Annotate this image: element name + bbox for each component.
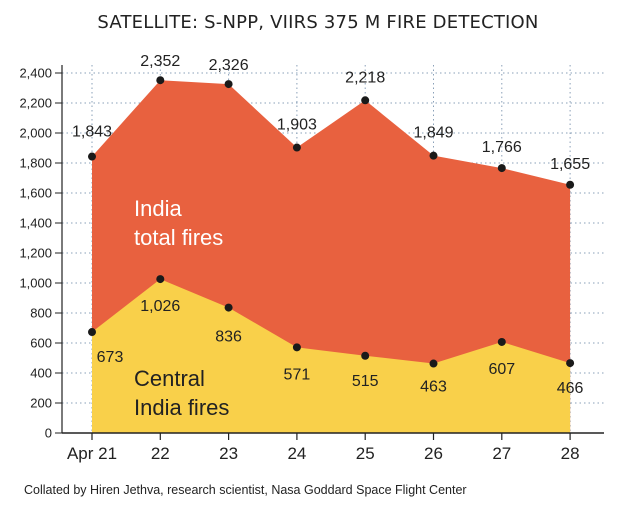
total-value-label: 2,218 — [345, 69, 385, 86]
x-tick-label: 26 — [424, 444, 443, 463]
x-tick-label: Apr 21 — [67, 444, 117, 463]
area-series — [92, 80, 571, 433]
data-labels: 1,843 2,352 2,326 1,903 2,218 1,849 1,766 1,655… — [72, 53, 590, 397]
chart-title: SATELLITE: S-NPP, VIIRS 375 M FIRE DETEC… — [97, 12, 538, 33]
central-point — [429, 359, 438, 368]
central-area-label: Central — [134, 366, 205, 391]
total-point — [566, 180, 575, 189]
total-point — [292, 143, 301, 152]
y-tick-label: 200 — [30, 396, 52, 411]
x-tick-label: 27 — [492, 444, 511, 463]
central-value-label: 571 — [284, 366, 311, 383]
y-tick-label: 2,000 — [19, 126, 52, 141]
total-point — [156, 76, 165, 85]
y-tick-label: 600 — [30, 336, 52, 351]
x-tick-label: 23 — [219, 444, 238, 463]
total-point — [224, 80, 233, 89]
total-value-label: 1,766 — [482, 139, 522, 156]
central-point — [292, 343, 301, 352]
central-value-label: 466 — [557, 380, 584, 397]
data-markers — [88, 76, 575, 368]
total-point — [497, 164, 506, 173]
central-point — [224, 303, 233, 312]
central-fires-area — [92, 279, 571, 433]
y-tick-label: 0 — [45, 426, 52, 441]
x-tick-label: 28 — [561, 444, 580, 463]
source-note: Collated by Hiren Jethva, research scien… — [24, 483, 467, 497]
central-point — [361, 351, 370, 360]
y-tick-label: 1,600 — [19, 186, 52, 201]
central-value-label: 515 — [352, 373, 379, 390]
y-tick-label: 1,000 — [19, 276, 52, 291]
y-tick-label: 2,400 — [19, 66, 52, 81]
total-value-label: 1,843 — [72, 124, 112, 141]
central-value-label: 673 — [97, 349, 124, 366]
central-value-label: 463 — [420, 379, 447, 396]
total-value-label: 2,352 — [140, 53, 180, 70]
total-value-label: 1,655 — [550, 156, 590, 173]
total-value-label: 1,849 — [413, 125, 453, 142]
x-tick-label: 24 — [287, 444, 306, 463]
x-tick-label: 25 — [356, 444, 375, 463]
total-value-label: 2,326 — [209, 57, 249, 74]
x-tick-label: 22 — [151, 444, 170, 463]
total-point — [88, 152, 96, 161]
total-area-label: India — [134, 196, 182, 221]
total-point — [361, 96, 370, 105]
central-point — [88, 328, 96, 337]
y-tick-label: 400 — [30, 366, 52, 381]
central-area-label: India fires — [134, 395, 229, 420]
total-value-label: 1,903 — [277, 117, 317, 134]
y-tick-label: 1,200 — [19, 246, 52, 261]
total-point — [429, 151, 438, 160]
y-tick-label: 2,200 — [19, 96, 52, 111]
central-point — [497, 337, 506, 346]
y-tick-label: 1,400 — [19, 216, 52, 231]
y-tick-label: 1,800 — [19, 156, 52, 171]
central-value-label: 607 — [488, 361, 515, 378]
total-area-label: total fires — [134, 225, 223, 250]
central-value-label: 1,026 — [140, 298, 180, 315]
central-point — [566, 359, 575, 368]
central-point — [156, 275, 165, 284]
area-labels: India total fires Central India fires — [134, 196, 229, 420]
central-value-label: 836 — [215, 329, 242, 346]
y-tick-label: 800 — [30, 306, 52, 321]
axes: 0 200 400 600 800 1,000 1,200 1,400 1,600 1,800 2,… — [19, 65, 604, 463]
